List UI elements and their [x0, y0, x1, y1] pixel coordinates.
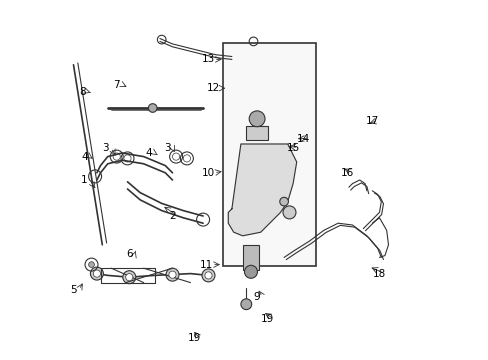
Text: 5: 5 — [70, 285, 77, 295]
Polygon shape — [228, 144, 296, 236]
Circle shape — [122, 271, 136, 284]
Text: 3: 3 — [102, 143, 109, 153]
Text: 6: 6 — [126, 249, 132, 259]
Text: 10: 10 — [202, 168, 215, 178]
Text: 1: 1 — [81, 175, 87, 185]
Circle shape — [279, 197, 288, 206]
Text: 12: 12 — [207, 83, 220, 93]
Bar — [223, 43, 316, 266]
Text: 19: 19 — [261, 314, 274, 324]
Text: 14: 14 — [297, 134, 310, 144]
Circle shape — [93, 270, 101, 277]
Text: 13: 13 — [202, 54, 215, 64]
Circle shape — [166, 268, 179, 281]
Circle shape — [88, 262, 94, 267]
Circle shape — [244, 265, 257, 278]
Bar — [246, 126, 267, 140]
Text: 9: 9 — [253, 292, 260, 302]
Text: 7: 7 — [113, 80, 120, 90]
Text: 15: 15 — [286, 143, 299, 153]
Text: 17: 17 — [365, 116, 378, 126]
Circle shape — [249, 111, 264, 127]
Bar — [242, 245, 258, 270]
Text: 18: 18 — [372, 269, 386, 279]
Circle shape — [125, 274, 133, 281]
Text: 19: 19 — [187, 333, 200, 343]
Circle shape — [241, 299, 251, 310]
Text: 3: 3 — [163, 143, 170, 153]
Circle shape — [204, 272, 212, 279]
Circle shape — [148, 104, 157, 112]
Circle shape — [202, 269, 215, 282]
Text: 8: 8 — [79, 87, 85, 97]
Text: 2: 2 — [169, 211, 176, 221]
Text: 4: 4 — [145, 148, 152, 158]
Text: 11: 11 — [200, 260, 213, 270]
Circle shape — [90, 267, 103, 280]
Text: 4: 4 — [81, 152, 87, 162]
Circle shape — [283, 206, 295, 219]
Circle shape — [168, 271, 176, 278]
Text: 16: 16 — [340, 168, 353, 178]
